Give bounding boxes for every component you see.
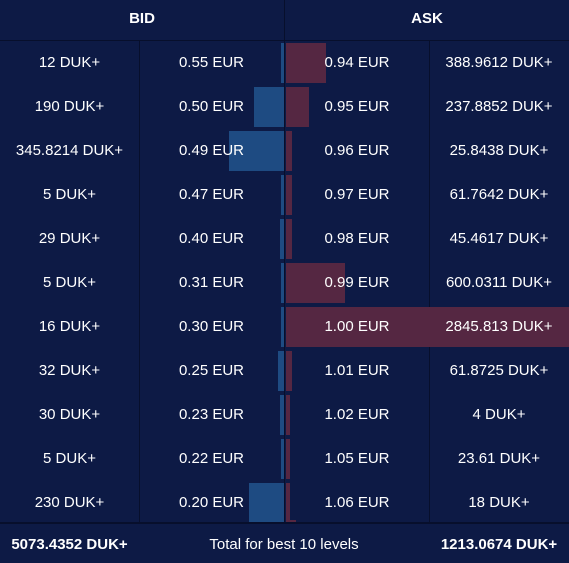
ask-quantity: 237.8852 DUK+ xyxy=(445,98,553,115)
bid-depth-bar xyxy=(281,439,284,479)
ask-price: 1.06 EUR xyxy=(324,494,390,511)
ask-price: 1.01 EUR xyxy=(324,362,390,379)
ask-depth-bar xyxy=(286,483,290,523)
bid-price: 0.55 EUR xyxy=(178,54,245,71)
ask-price: 0.94 EUR xyxy=(324,54,390,71)
bid-price: 0.25 EUR xyxy=(178,362,245,379)
ask-price: 1.05 EUR xyxy=(324,450,390,467)
ask-price: 0.98 EUR xyxy=(324,230,390,247)
ask-depth-bar xyxy=(286,351,292,391)
order-book-row[interactable]: 30 DUK+ 0.23 EUR 1.02 EUR 4 DUK+ xyxy=(0,393,569,437)
ask-quantity: 600.0311 DUK+ xyxy=(445,274,553,291)
ask-quantity: 23.61 DUK+ xyxy=(457,450,541,467)
bid-quantity: 5 DUK+ xyxy=(43,186,96,203)
ask-quantity: 25.8438 DUK+ xyxy=(449,142,549,159)
order-book-row[interactable]: 345.8214 DUK+ 0.49 EUR 0.96 EUR 25.8438 DUK… xyxy=(0,129,569,173)
bid-price: 0.40 EUR xyxy=(178,230,245,247)
ask-depth-bar xyxy=(286,263,345,303)
ask-price: 0.97 EUR xyxy=(324,186,390,203)
bid-price: 0.50 EUR xyxy=(178,98,245,115)
bid-quantity: 12 DUK+ xyxy=(38,54,101,71)
ask-quantity: 61.7642 DUK+ xyxy=(449,186,549,203)
bid-depth-bar xyxy=(281,307,284,347)
bid-price: 0.49 EUR xyxy=(178,142,245,159)
ask-price: 1.02 EUR xyxy=(324,406,390,423)
totals-label: Total for best 10 levels xyxy=(209,536,359,553)
ask-column-title: ASK xyxy=(411,10,443,27)
bid-price: 0.30 EUR xyxy=(178,318,245,335)
bid-price: 0.20 EUR xyxy=(178,494,245,511)
bid-quantity: 30 DUK+ xyxy=(38,406,101,423)
order-book-row[interactable]: 12 DUK+ 0.55 EUR 0.94 EUR 388.9612 DUK+ xyxy=(0,41,569,85)
ask-price: 0.96 EUR xyxy=(324,142,390,159)
ask-depth-bar xyxy=(286,131,292,171)
ask-depth-bar xyxy=(286,219,292,259)
ask-depth-bar xyxy=(286,87,309,127)
bid-quantity: 5 DUK+ xyxy=(43,274,96,291)
order-book-row[interactable]: 32 DUK+ 0.25 EUR 1.01 EUR 61.8725 DUK+ xyxy=(0,349,569,393)
column-divider xyxy=(139,41,140,522)
bid-quantity: 5 DUK+ xyxy=(43,450,96,467)
order-book-row[interactable]: 5 DUK+ 0.22 EUR 1.05 EUR 23.61 DUK+ xyxy=(0,437,569,481)
bid-quantity: 345.8214 DUK+ xyxy=(15,142,124,159)
order-book-row[interactable]: 5 DUK+ 0.47 EUR 0.97 EUR 61.7642 DUK+ xyxy=(0,173,569,217)
ask-price: 0.99 EUR xyxy=(324,274,390,291)
order-book-footer: 5073.4352 DUK+ Total for best 10 levels … xyxy=(0,522,569,563)
bid-depth-bar xyxy=(281,263,284,303)
ask-depth-bar xyxy=(286,439,290,479)
bid-quantity: 32 DUK+ xyxy=(38,362,101,379)
bid-depth-bar xyxy=(280,219,284,259)
bid-quantity: 190 DUK+ xyxy=(34,98,105,115)
bid-price: 0.31 EUR xyxy=(178,274,245,291)
bid-price: 0.47 EUR xyxy=(178,186,245,203)
order-book-row[interactable]: 230 DUK+ 0.20 EUR 1.06 EUR 18 DUK+ xyxy=(0,481,569,525)
order-book-row[interactable]: 16 DUK+ 0.30 EUR 1.00 EUR 2845.813 DUK+ xyxy=(0,305,569,349)
bid-depth-bar xyxy=(281,175,284,215)
bid-depth-bar xyxy=(280,395,284,435)
bid-quantity: 230 DUK+ xyxy=(34,494,105,511)
ask-quantity: 2845.813 DUK+ xyxy=(445,318,553,335)
bid-quantity: 29 DUK+ xyxy=(38,230,101,247)
ask-price: 0.95 EUR xyxy=(324,98,390,115)
ask-depth-bar xyxy=(286,43,326,83)
ask-depth-bar-stub xyxy=(286,520,296,523)
bid-column-title: BID xyxy=(129,10,155,27)
ask-quantity: 18 DUK+ xyxy=(468,494,530,511)
bid-depth-bar xyxy=(278,351,284,391)
order-book-header: BID ASK xyxy=(0,0,569,41)
bid-price: 0.22 EUR xyxy=(178,450,245,467)
ask-total: 1213.0674 DUK+ xyxy=(440,536,558,553)
ask-depth-bar xyxy=(286,175,292,215)
bid-depth-bar xyxy=(254,87,284,127)
bid-depth-bar xyxy=(229,131,284,171)
ask-quantity: 4 DUK+ xyxy=(472,406,526,423)
ask-depth-bar xyxy=(286,307,569,347)
ask-price: 1.00 EUR xyxy=(324,318,390,335)
bid-depth-bar xyxy=(249,483,284,523)
order-book-row[interactable]: 29 DUK+ 0.40 EUR 0.98 EUR 45.4617 DUK+ xyxy=(0,217,569,261)
bid-price: 0.23 EUR xyxy=(178,406,245,423)
ask-quantity: 61.8725 DUK+ xyxy=(449,362,549,379)
ask-quantity: 388.9612 DUK+ xyxy=(445,54,553,71)
order-book-row[interactable]: 190 DUK+ 0.50 EUR 0.95 EUR 237.8852 DUK+ xyxy=(0,85,569,129)
ask-quantity: 45.4617 DUK+ xyxy=(449,230,549,247)
bid-quantity: 16 DUK+ xyxy=(38,318,101,335)
center-divider xyxy=(284,41,285,522)
bid-depth-bar xyxy=(281,43,284,83)
column-divider xyxy=(429,41,430,522)
order-book-levels: 12 DUK+ 0.55 EUR 0.94 EUR 388.9612 DUK+ 190 … xyxy=(0,41,569,525)
ask-depth-bar xyxy=(286,395,290,435)
bid-total: 5073.4352 DUK+ xyxy=(11,536,128,553)
header-divider xyxy=(284,0,285,41)
order-book-row[interactable]: 5 DUK+ 0.31 EUR 0.99 EUR 600.0311 DUK+ xyxy=(0,261,569,305)
